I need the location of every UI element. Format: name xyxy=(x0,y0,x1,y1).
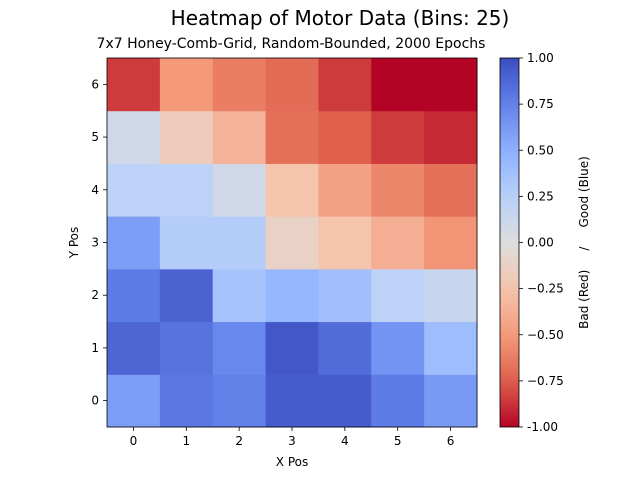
heatmap-cell xyxy=(212,268,267,323)
heatmap-cell xyxy=(212,321,267,375)
colorbar-tick-label: 1.00 xyxy=(527,51,554,65)
heatmap-cell xyxy=(371,110,425,164)
heatmap-cell xyxy=(371,321,425,375)
heatmap-cell xyxy=(424,321,478,375)
x-tick-label: 6 xyxy=(447,434,455,448)
heatmap-cell xyxy=(424,58,478,112)
heatmap-cell xyxy=(107,216,161,270)
y-tick-label: 0 xyxy=(91,394,99,408)
y-tick-label: 5 xyxy=(91,130,99,144)
heatmap-cell xyxy=(424,374,478,428)
heatmap-cell xyxy=(159,374,214,428)
heatmap-cell xyxy=(371,374,425,428)
x-tick-label: 4 xyxy=(341,434,349,448)
heatmap-cell xyxy=(212,110,267,164)
heatmap-cell xyxy=(212,58,267,112)
heatmap-cell xyxy=(107,321,161,375)
x-tick-label: 1 xyxy=(182,434,190,448)
heatmap-cell xyxy=(424,163,478,217)
x-tick-label: 3 xyxy=(288,434,296,448)
chart-subtitle: 7x7 Honey-Comb-Grid, Random-Bounded, 200… xyxy=(96,36,486,52)
heatmap-cell xyxy=(371,58,425,112)
heatmap-cell xyxy=(424,110,478,164)
y-tick-label: 3 xyxy=(91,236,99,250)
heatmap-cell xyxy=(371,163,425,217)
x-tick-label: 0 xyxy=(130,434,138,448)
colorbar-tick-label: 0.50 xyxy=(527,143,554,157)
colorbar-label: Bad (Red) / Good (Blue) xyxy=(577,156,591,329)
heatmap-cell xyxy=(424,268,478,323)
heatmap-cell xyxy=(159,163,214,217)
heatmap-cell xyxy=(265,374,319,428)
heatmap-cell xyxy=(107,268,161,323)
colorbar-tick-label: 0.00 xyxy=(527,236,554,250)
x-tick-label: 5 xyxy=(394,434,402,448)
y-tick-label: 6 xyxy=(91,77,99,91)
heatmap-cell xyxy=(265,216,319,270)
heatmap-cell xyxy=(159,110,214,164)
y-tick-label: 2 xyxy=(91,288,99,302)
heatmap-cell xyxy=(318,321,372,375)
heatmap-cell xyxy=(318,374,372,428)
heatmap-cell xyxy=(424,216,478,270)
heatmap-cell xyxy=(159,58,214,112)
heatmap-cell xyxy=(107,374,161,428)
colorbar-tick-label: −0.50 xyxy=(527,328,564,342)
colorbar-tick-label: −0.75 xyxy=(527,374,564,388)
x-axis-label: X Pos xyxy=(276,455,308,469)
colorbar-tick-label: 0.25 xyxy=(527,189,554,203)
heatmap-cell xyxy=(318,58,372,112)
heatmap-cell xyxy=(265,321,319,375)
heatmap-cell xyxy=(159,268,214,323)
heatmap-cell xyxy=(107,163,161,217)
heatmap-cell xyxy=(265,110,319,164)
heatmap-cell xyxy=(107,58,161,112)
y-tick-label: 1 xyxy=(91,341,99,355)
heatmap-cell xyxy=(371,216,425,270)
colorbar-tick-label: -1.00 xyxy=(527,420,558,434)
heatmap-cell xyxy=(371,268,425,323)
heatmap-cell xyxy=(318,163,372,217)
heatmap-cell xyxy=(212,374,267,428)
heatmap-cell xyxy=(318,110,372,164)
heatmap-cell xyxy=(159,216,214,270)
chart-title: Heatmap of Motor Data (Bins: 25) xyxy=(170,6,510,30)
colorbar xyxy=(499,57,520,428)
heatmap-cell xyxy=(265,268,319,323)
y-axis-label: Y Pos xyxy=(67,227,81,260)
heatmap-cell xyxy=(318,268,372,323)
heatmap-cell xyxy=(212,163,267,217)
y-tick-label: 4 xyxy=(91,183,99,197)
heatmap-cell xyxy=(212,216,267,270)
colorbar-tick-label: 0.75 xyxy=(527,97,554,111)
heatmap-cell xyxy=(159,321,214,375)
x-tick-label: 2 xyxy=(235,434,243,448)
heatmap-cell xyxy=(107,110,161,164)
heatmap-cell xyxy=(318,216,372,270)
heatmap-cell xyxy=(265,58,319,112)
heatmap-cell xyxy=(265,163,319,217)
colorbar-tick-label: −0.25 xyxy=(527,282,564,296)
